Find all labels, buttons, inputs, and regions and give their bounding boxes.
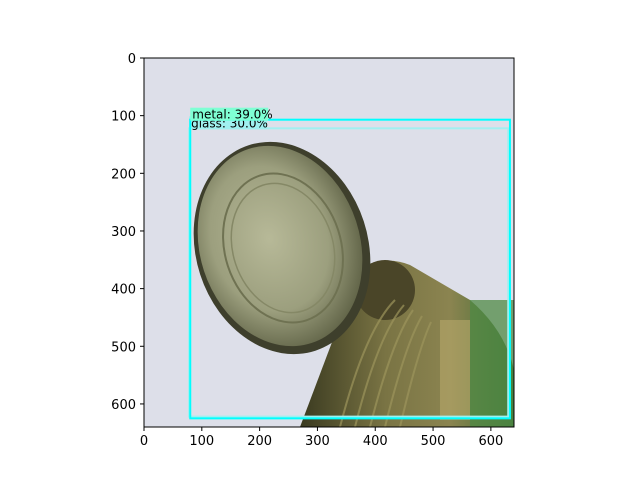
y-tick-label: 100 (111, 110, 136, 125)
y-tick-label: 500 (111, 340, 136, 355)
can-body (300, 260, 514, 427)
detection-label-bg (190, 107, 269, 121)
y-tick-label: 300 (111, 225, 136, 240)
x-tick-label: 200 (247, 434, 272, 449)
detection-box (188, 127, 510, 418)
detection-box (189, 118, 511, 420)
x-axis: 0 100 200 300 400 500 600 (140, 427, 503, 449)
y-tick-label: 400 (111, 283, 136, 298)
axes-frame (143, 57, 515, 428)
x-tick-label: 100 (189, 434, 214, 449)
x-tick-label: 600 (478, 434, 503, 449)
y-axis: 0 100 200 300 400 500 600 (111, 52, 144, 413)
detection-label: metal: 39.0% (192, 108, 272, 122)
x-tick-label: 300 (305, 434, 330, 449)
lid (193, 141, 371, 355)
y-tick-label: 0 (128, 52, 136, 67)
detection: metal: 39.0% (189, 107, 511, 420)
detections-layer: glass: 30.0%metal: 39.0% (188, 107, 511, 420)
x-tick-label: 0 (140, 434, 148, 449)
y-tick-label: 600 (111, 398, 136, 413)
x-tick-label: 500 (421, 434, 446, 449)
y-tick-label: 200 (111, 167, 136, 182)
x-tick-label: 400 (363, 434, 388, 449)
